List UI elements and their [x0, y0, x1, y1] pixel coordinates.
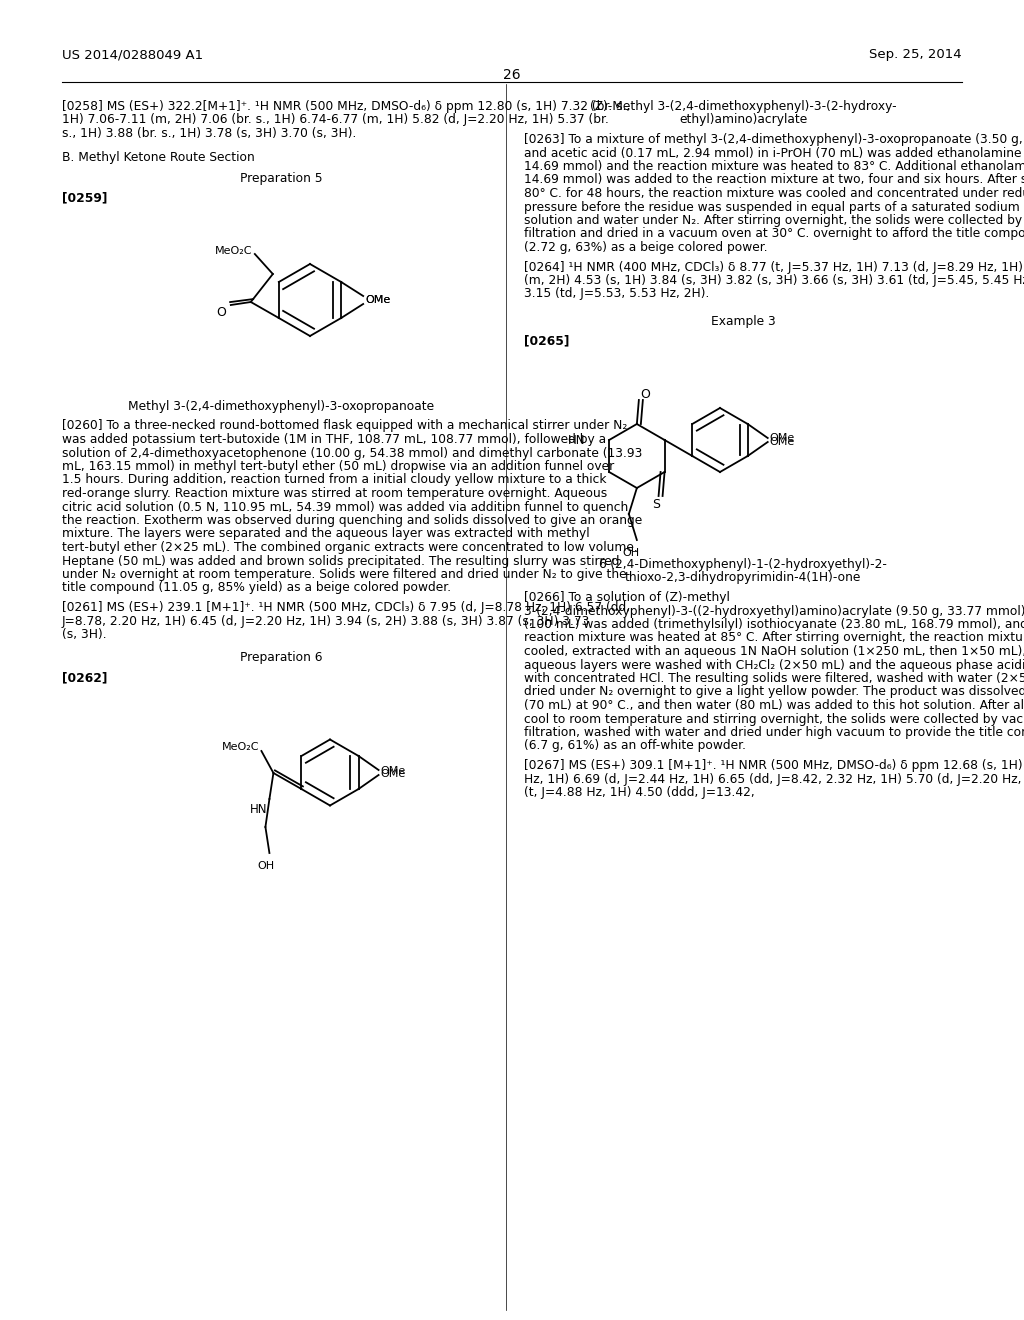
Text: tert-butyl ether (2×25 mL). The combined organic extracts were concentrated to l: tert-butyl ether (2×25 mL). The combined…: [62, 541, 638, 554]
Text: OMe: OMe: [770, 437, 795, 447]
Text: Hz, 1H) 6.69 (d, J=2.44 Hz, 1H) 6.65 (dd, J=8.42, 2.32 Hz, 1H) 5.70 (d, J=2.20 H: Hz, 1H) 6.69 (d, J=2.44 Hz, 1H) 6.65 (dd…: [524, 772, 1024, 785]
Text: OH: OH: [257, 861, 274, 871]
Text: 14.69 mmol) and the reaction mixture was heated to 83° C. Additional ethanolamin: 14.69 mmol) and the reaction mixture was…: [524, 160, 1024, 173]
Text: (2.72 g, 63%) as a beige colored power.: (2.72 g, 63%) as a beige colored power.: [524, 242, 768, 253]
Text: [0267] MS (ES+) 309.1 [M+1]⁺. ¹H NMR (500 MHz, DMSO-d₆) δ ppm 12.68 (s, 1H) 7.24: [0267] MS (ES+) 309.1 [M+1]⁺. ¹H NMR (50…: [524, 759, 1024, 772]
Text: (t, J=4.88 Hz, 1H) 4.50 (ddd, J=13.42,: (t, J=4.88 Hz, 1H) 4.50 (ddd, J=13.42,: [524, 785, 755, 799]
Text: [0259]: [0259]: [62, 191, 108, 205]
Text: solution and water under N₂. After stirring overnight, the solids were collected: solution and water under N₂. After stirr…: [524, 214, 1024, 227]
Text: OMe: OMe: [381, 770, 406, 779]
Text: citric acid solution (0.5 N, 110.95 mL, 54.39 mmol) was added via addition funne: citric acid solution (0.5 N, 110.95 mL, …: [62, 500, 629, 513]
Text: HN: HN: [250, 803, 267, 816]
Text: reaction mixture was heated at 85° C. After stirring overnight, the reaction mix: reaction mixture was heated at 85° C. Af…: [524, 631, 1024, 644]
Text: O: O: [640, 388, 650, 400]
Text: and acetic acid (0.17 mL, 2.94 mmol) in i-PrOH (70 mL) was added ethanolamine (0: and acetic acid (0.17 mL, 2.94 mmol) in …: [524, 147, 1024, 160]
Text: OMe: OMe: [366, 294, 390, 305]
Text: (Z)-Methyl 3-(2,4-dimethoxyphenyl)-3-(2-hydroxy-: (Z)-Methyl 3-(2,4-dimethoxyphenyl)-3-(2-…: [590, 100, 896, 114]
Text: OMe: OMe: [770, 433, 795, 444]
Text: O: O: [216, 305, 225, 318]
Text: filtration, washed with water and dried under high vacuum to provide the title c: filtration, washed with water and dried …: [524, 726, 1024, 739]
Text: 26: 26: [503, 69, 521, 82]
Text: OH: OH: [623, 548, 640, 558]
Text: S: S: [652, 498, 660, 511]
Text: 3-(2,4-dimethoxyphenyl)-3-((2-hydroxyethyl)amino)acrylate (9.50 g, 33.77 mmol) i: 3-(2,4-dimethoxyphenyl)-3-((2-hydroxyeth…: [524, 605, 1024, 618]
Text: OMe: OMe: [366, 294, 390, 305]
Text: the reaction. Exotherm was observed during quenching and solids dissolved to giv: the reaction. Exotherm was observed duri…: [62, 513, 642, 527]
Text: 6-(2,4-Dimethoxyphenyl)-1-(2-hydroxyethyl)-2-: 6-(2,4-Dimethoxyphenyl)-1-(2-hydroxyethy…: [599, 558, 888, 572]
Text: 3.15 (td, J=5.53, 5.53 Hz, 2H).: 3.15 (td, J=5.53, 5.53 Hz, 2H).: [524, 288, 710, 301]
Text: under N₂ overnight at room temperature. Solids were filtered and dried under N₂ : under N₂ overnight at room temperature. …: [62, 568, 627, 581]
Text: 14.69 mmol) was added to the reaction mixture at two, four and six hours. After : 14.69 mmol) was added to the reaction mi…: [524, 173, 1024, 186]
Text: 1H) 7.06-7.11 (m, 2H) 7.06 (br. s., 1H) 6.74-6.77 (m, 1H) 5.82 (d, J=2.20 Hz, 1H: 1H) 7.06-7.11 (m, 2H) 7.06 (br. s., 1H) …: [62, 114, 609, 127]
Text: [0261] MS (ES+) 239.1 [M+1]⁺. ¹H NMR (500 MHz, CDCl₃) δ 7.95 (d, J=8.78 Hz, 1H) : [0261] MS (ES+) 239.1 [M+1]⁺. ¹H NMR (50…: [62, 601, 630, 614]
Text: aqueous layers were washed with CH₂Cl₂ (2×50 mL) and the aqueous phase acidified: aqueous layers were washed with CH₂Cl₂ (…: [524, 659, 1024, 672]
Text: B. Methyl Ketone Route Section: B. Methyl Ketone Route Section: [62, 150, 255, 164]
Text: with concentrated HCl. The resulting solids were filtered, washed with water (2×: with concentrated HCl. The resulting sol…: [524, 672, 1024, 685]
Text: [0260] To a three-necked round-bottomed flask equipped with a mechanical stirrer: [0260] To a three-necked round-bottomed …: [62, 420, 628, 433]
Text: 1.5 hours. During addition, reaction turned from a initial cloudy yellow mixture: 1.5 hours. During addition, reaction tur…: [62, 474, 606, 487]
Text: US 2014/0288049 A1: US 2014/0288049 A1: [62, 48, 203, 61]
Text: pressure before the residue was suspended in equal parts of a saturated sodium b: pressure before the residue was suspende…: [524, 201, 1024, 214]
Text: thioxo-2,3-dihydropyrimidin-4(1H)-one: thioxo-2,3-dihydropyrimidin-4(1H)-one: [625, 572, 861, 585]
Text: solution of 2,4-dimethoxyacetophenone (10.00 g, 54.38 mmol) and dimethyl carbona: solution of 2,4-dimethoxyacetophenone (1…: [62, 446, 642, 459]
Text: was added potassium tert-butoxide (1M in THF, 108.77 mL, 108.77 mmol), followed : was added potassium tert-butoxide (1M in…: [62, 433, 606, 446]
Text: title compound (11.05 g, 85% yield) as a beige colored powder.: title compound (11.05 g, 85% yield) as a…: [62, 582, 452, 594]
Text: 80° C. for 48 hours, the reaction mixture was cooled and concentrated under redu: 80° C. for 48 hours, the reaction mixtur…: [524, 187, 1024, 201]
Text: (s, 3H).: (s, 3H).: [62, 628, 106, 642]
Text: [0263] To a mixture of methyl 3-(2,4-dimethoxyphenyl)-3-oxopropanoate (3.50 g, 1: [0263] To a mixture of methyl 3-(2,4-dim…: [524, 133, 1024, 147]
Text: Methyl 3-(2,4-dimethoxyphenyl)-3-oxopropanoate: Methyl 3-(2,4-dimethoxyphenyl)-3-oxoprop…: [128, 400, 434, 413]
Text: cooled, extracted with an aqueous 1N NaOH solution (1×250 mL, then 1×50 mL), the: cooled, extracted with an aqueous 1N NaO…: [524, 645, 1024, 657]
Text: (100 mL) was added (trimethylsilyl) isothiocyanate (23.80 mL, 168.79 mmol), and : (100 mL) was added (trimethylsilyl) isot…: [524, 618, 1024, 631]
Text: ethyl)amino)acrylate: ethyl)amino)acrylate: [679, 114, 807, 127]
Text: (6.7 g, 61%) as an off-white powder.: (6.7 g, 61%) as an off-white powder.: [524, 739, 746, 752]
Text: [0262]: [0262]: [62, 671, 108, 684]
Text: J=8.78, 2.20 Hz, 1H) 6.45 (d, J=2.20 Hz, 1H) 3.94 (s, 2H) 3.88 (s, 3H) 3.87 (s, : J=8.78, 2.20 Hz, 1H) 6.45 (d, J=2.20 Hz,…: [62, 615, 591, 627]
Text: [0266] To a solution of (Z)-methyl: [0266] To a solution of (Z)-methyl: [524, 591, 730, 605]
Text: Preparation 5: Preparation 5: [240, 172, 323, 185]
Text: [0264] ¹H NMR (400 MHz, CDCl₃) δ 8.77 (t, J=5.37 Hz, 1H) 7.13 (d, J=8.29 Hz, 1H): [0264] ¹H NMR (400 MHz, CDCl₃) δ 8.77 (t…: [524, 260, 1024, 273]
Text: s., 1H) 3.88 (br. s., 1H) 3.78 (s, 3H) 3.70 (s, 3H).: s., 1H) 3.88 (br. s., 1H) 3.78 (s, 3H) 3…: [62, 127, 356, 140]
Text: cool to room temperature and stirring overnight, the solids were collected by va: cool to room temperature and stirring ov…: [524, 713, 1024, 726]
Text: mixture. The layers were separated and the aqueous layer was extracted with meth: mixture. The layers were separated and t…: [62, 528, 590, 540]
Text: Example 3: Example 3: [711, 315, 775, 327]
Text: dried under N₂ overnight to give a light yellow powder. The product was dissolve: dried under N₂ overnight to give a light…: [524, 685, 1024, 698]
Text: Sep. 25, 2014: Sep. 25, 2014: [869, 48, 962, 61]
Text: red-orange slurry. Reaction mixture was stirred at room temperature overnight. A: red-orange slurry. Reaction mixture was …: [62, 487, 607, 500]
Text: (m, 2H) 4.53 (s, 1H) 3.84 (s, 3H) 3.82 (s, 3H) 3.66 (s, 3H) 3.61 (td, J=5.45, 5.: (m, 2H) 4.53 (s, 1H) 3.84 (s, 3H) 3.82 (…: [524, 275, 1024, 286]
Text: OMe: OMe: [381, 766, 406, 776]
Text: Preparation 6: Preparation 6: [240, 652, 323, 664]
Text: [0265]: [0265]: [524, 334, 569, 347]
Text: Heptane (50 mL) was added and brown solids precipitated. The resulting slurry wa: Heptane (50 mL) was added and brown soli…: [62, 554, 620, 568]
Text: mL, 163.15 mmol) in methyl tert-butyl ether (50 mL) dropwise via an addition fun: mL, 163.15 mmol) in methyl tert-butyl et…: [62, 459, 614, 473]
Text: [0258] MS (ES+) 322.2[M+1]⁺. ¹H NMR (500 MHz, DMSO-d₆) δ ppm 12.80 (s, 1H) 7.32 : [0258] MS (ES+) 322.2[M+1]⁺. ¹H NMR (500…: [62, 100, 631, 114]
Text: MeO₂C: MeO₂C: [221, 742, 259, 752]
Text: MeO₂C: MeO₂C: [215, 246, 252, 256]
Text: filtration and dried in a vacuum oven at 30° C. overnight to afford the title co: filtration and dried in a vacuum oven at…: [524, 227, 1024, 240]
Text: HN: HN: [567, 433, 585, 446]
Text: (70 mL) at 90° C., and then water (80 mL) was added to this hot solution. After : (70 mL) at 90° C., and then water (80 mL…: [524, 700, 1024, 711]
